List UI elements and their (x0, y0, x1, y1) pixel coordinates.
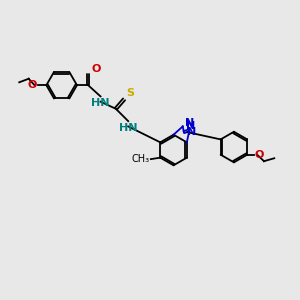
Text: N: N (185, 118, 194, 128)
Text: S: S (126, 88, 134, 98)
Text: O: O (254, 150, 264, 160)
Text: HN: HN (91, 98, 110, 108)
Text: O: O (28, 80, 37, 90)
Text: HN: HN (119, 123, 137, 133)
Text: N: N (186, 122, 195, 131)
Text: O: O (92, 64, 101, 74)
Text: N: N (187, 127, 196, 137)
Text: CH₃: CH₃ (132, 154, 150, 164)
